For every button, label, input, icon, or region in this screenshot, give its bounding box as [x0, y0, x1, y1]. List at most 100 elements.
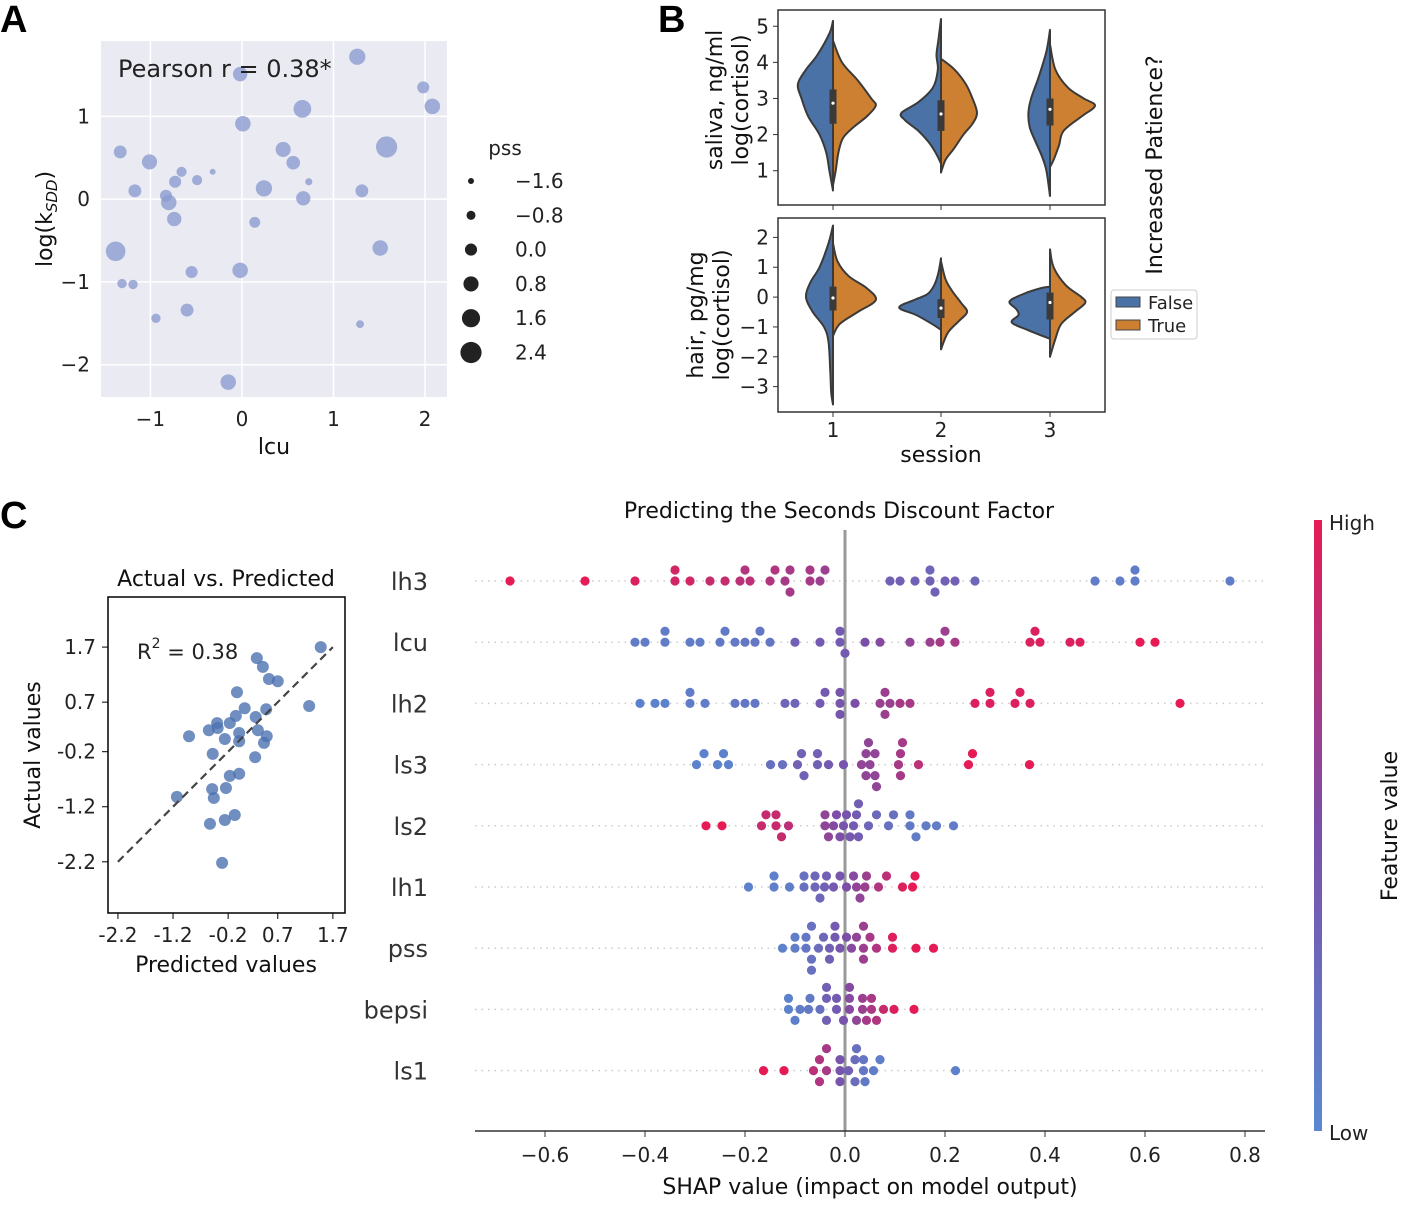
shap-dot-lh1 [851, 882, 862, 892]
shap-dot-lh2 [985, 698, 995, 709]
colorbar-label: Feature value [1378, 751, 1403, 901]
panel-a-scatter: −1 0 1 2 1 0 −1 −2 Pearson r = 0.38* lcu log(kS… [33, 41, 564, 460]
shap-dot-pss [911, 943, 921, 953]
shap-dot-lh2 [1015, 687, 1025, 698]
shap-dot-lh3 [505, 576, 515, 586]
data-point [180, 303, 194, 317]
shap-dot-ls2 [905, 810, 915, 820]
shap-dot-lh3 [770, 565, 780, 575]
violin-session-3-true [1049, 43, 1096, 169]
shap-dot-lh3 [1130, 565, 1140, 575]
shap-dot-lh1 [835, 871, 845, 881]
x-tick-label: -2.2 [98, 923, 137, 947]
shap-dot-ls1 [835, 1077, 845, 1087]
shap-dot-lcu [935, 637, 945, 647]
x-tick-label: −0.6 [521, 1143, 570, 1167]
shap-dot-pss [777, 943, 788, 953]
x-tick-label: −0.2 [721, 1143, 770, 1167]
shap-dot-lh2 [970, 698, 980, 709]
shap-dot-lh3 [785, 565, 795, 575]
shap-dot-ls3 [838, 760, 849, 770]
shap-dot-lcu [740, 637, 750, 647]
x-tick-label: 0 [236, 407, 249, 431]
x-tick-label: −1 [136, 407, 165, 431]
shap-dot-pss [790, 932, 800, 942]
shap-dot-ls3 [718, 749, 729, 759]
shap-dot-lh1 [743, 882, 754, 892]
median-dot [1048, 107, 1052, 111]
shap-dot-bepsi [866, 993, 877, 1004]
shap-dot-ls3 [865, 760, 875, 770]
shap-dot-lh1 [841, 882, 852, 892]
shap-dot-ls1 [851, 1044, 862, 1054]
shap-dot-lcu [940, 626, 950, 636]
shap-dot-lcu [630, 637, 640, 647]
shap-dot-lcu [660, 637, 670, 647]
shap-dot-lh2 [820, 687, 830, 698]
data-point [305, 178, 313, 186]
shap-dot-ls2 [828, 821, 839, 831]
data-point [372, 240, 388, 256]
shap-dot-lh2 [650, 698, 660, 709]
shap-dot-bepsi [866, 1004, 877, 1015]
shap-dot-lh3 [670, 565, 680, 575]
shap-dot-ls3 [870, 749, 880, 759]
data-point [232, 66, 248, 82]
size-legend-title: pss [488, 136, 522, 160]
shap-dot-lh3 [940, 576, 950, 586]
shap-dot-bepsi [857, 993, 868, 1004]
violin-session-3-false [1027, 28, 1051, 197]
shap-dot-lh2 [880, 709, 890, 720]
shap-dot-pss [846, 943, 857, 953]
shap-dot-ls2 [771, 810, 781, 820]
shap-dot-lh2 [985, 687, 995, 698]
data-point [250, 652, 263, 665]
shap-dot-ls3 [796, 749, 807, 759]
colorbar-high-label: High [1329, 511, 1375, 535]
x-tick-label: 0.7 [262, 923, 294, 947]
shap-dot-lh3 [925, 565, 935, 575]
shap-dot-lcu [875, 637, 885, 647]
shap-dot-lh1 [861, 871, 872, 881]
feature-label-pss: pss [388, 935, 428, 963]
shap-dot-bepsi [821, 993, 832, 1004]
y-tick-label: −2 [740, 345, 769, 369]
shap-dot-ls1 [821, 1044, 832, 1054]
x-tick-label: 0.4 [1029, 1143, 1061, 1167]
feature-label-bepsi: bepsi [364, 996, 428, 1024]
shap-dot-bepsi [831, 1004, 842, 1015]
shap-dot-ls2 [863, 821, 874, 831]
y-tick-label: 3 [756, 86, 769, 110]
panel-label-b: B [658, 0, 685, 41]
shap-dot-bepsi [851, 1015, 862, 1025]
violin-session-1-false [796, 19, 834, 192]
shap-dot-lcu [1150, 637, 1160, 647]
data-point [218, 813, 231, 826]
feature-label-ls1: ls1 [394, 1058, 428, 1086]
data-point [223, 769, 236, 782]
data-point [141, 154, 158, 170]
median-dot [939, 112, 943, 116]
shap-dot-lh1 [897, 882, 908, 892]
shap-dot-lh1 [873, 882, 884, 892]
violin-subplot-saliva: 5 4 3 2 1 [756, 9, 1106, 210]
shap-dot-ls3 [895, 749, 906, 759]
y-tick-label: 2 [756, 225, 769, 249]
data-point [233, 726, 246, 739]
data-point [356, 320, 364, 329]
shap-dot-ls3 [963, 760, 974, 770]
y-tick-label: −1 [61, 270, 90, 294]
data-points [105, 48, 441, 390]
y-tick-label: −3 [740, 375, 769, 399]
y-axis-label: Actual values [21, 681, 46, 828]
top-y-label-2: log(cortisol) [729, 34, 754, 165]
data-point [249, 216, 261, 228]
shap-dot-ls3 [1024, 760, 1035, 770]
feature-label-lh1: lh1 [391, 874, 428, 902]
feature-label-lh2: lh2 [391, 690, 428, 718]
shap-dot-ls1 [850, 1077, 860, 1087]
shap-dot-ls3 [777, 760, 788, 770]
panel-label-a: A [0, 0, 27, 41]
shap-dot-pss [818, 932, 829, 942]
shap-dot-lh1 [784, 882, 795, 892]
